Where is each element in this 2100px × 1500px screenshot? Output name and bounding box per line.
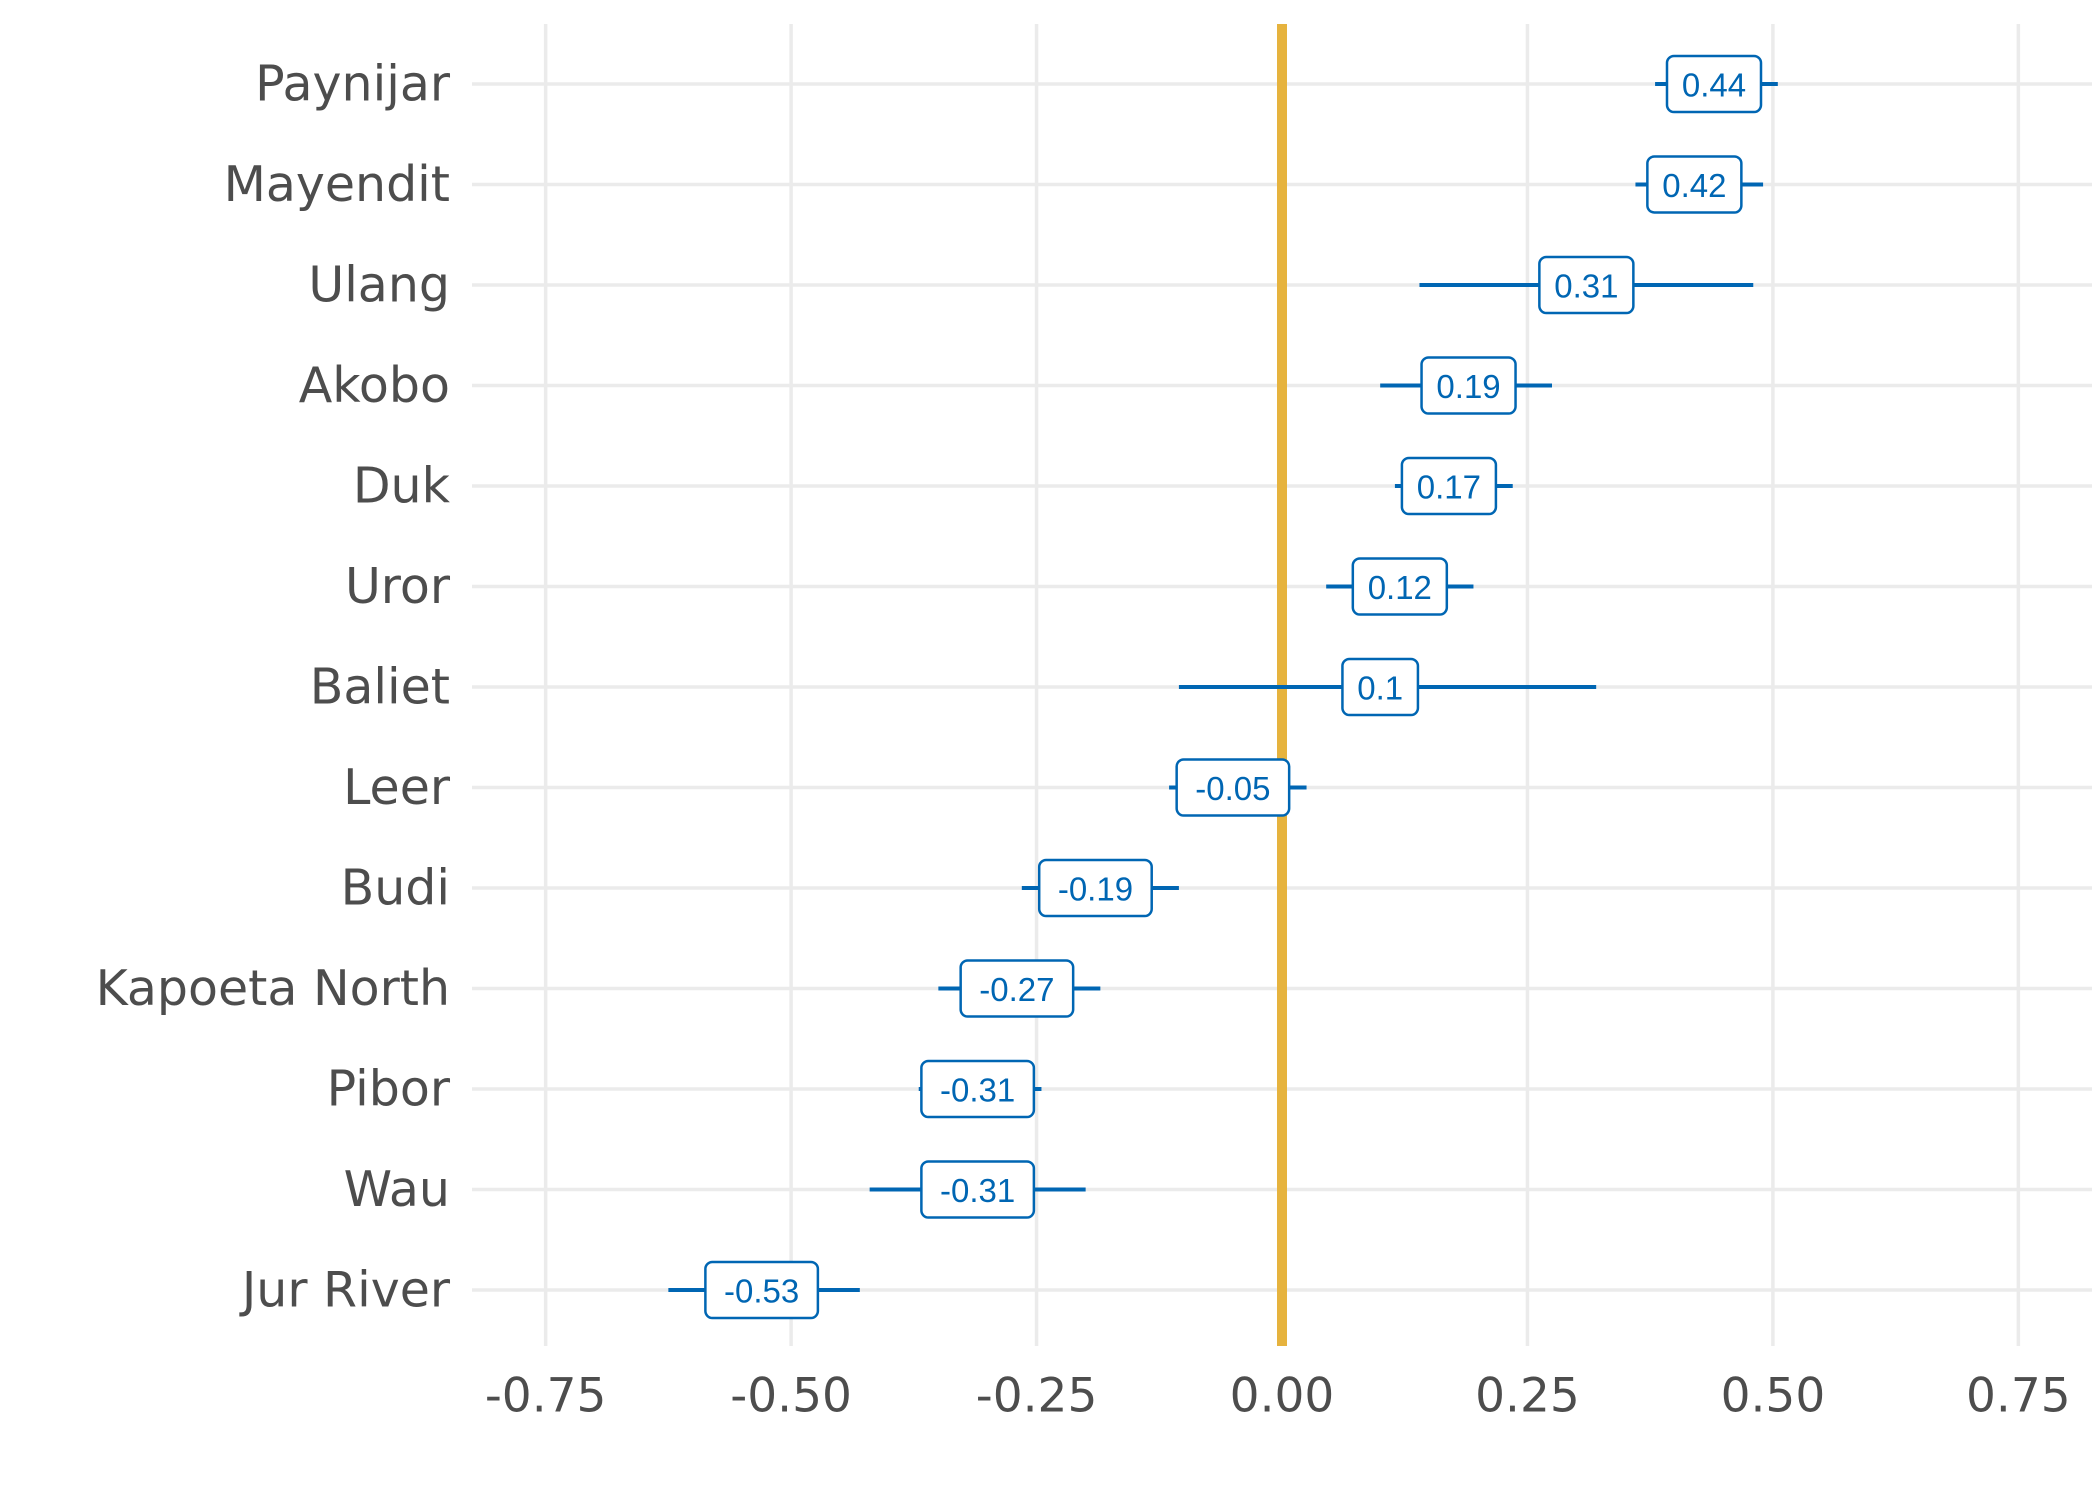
value-label: 0.1 bbox=[1357, 670, 1403, 707]
value-label: -0.53 bbox=[724, 1273, 799, 1310]
value-label-box bbox=[1646, 155, 1743, 214]
category-label: Budi bbox=[341, 860, 450, 917]
category-label: Duk bbox=[353, 458, 451, 515]
value-label: 0.17 bbox=[1417, 469, 1481, 506]
value-label-box bbox=[1351, 557, 1449, 616]
value-label: -0.27 bbox=[979, 971, 1054, 1008]
x-tick-label: 0.25 bbox=[1475, 1369, 1580, 1424]
value-label: -0.31 bbox=[940, 1072, 1015, 1109]
x-tick-label: -0.75 bbox=[485, 1369, 607, 1424]
category-label: Wau bbox=[344, 1161, 450, 1218]
category-label: Kapoeta North bbox=[96, 960, 450, 1017]
category-label: Mayendit bbox=[224, 156, 450, 213]
value-label-box bbox=[920, 1059, 1036, 1119]
value-label-box bbox=[959, 959, 1075, 1018]
x-tick-label: 0.75 bbox=[1966, 1369, 2071, 1424]
value-label: 0.31 bbox=[1554, 268, 1618, 305]
value-label-box bbox=[1175, 758, 1291, 817]
value-label-box bbox=[1400, 456, 1498, 516]
value-label-box bbox=[704, 1260, 820, 1320]
value-label: 0.42 bbox=[1662, 167, 1726, 204]
x-tick-label: 0.00 bbox=[1230, 1369, 1335, 1424]
x-tick-label: -0.25 bbox=[976, 1369, 1098, 1424]
value-label: 0.19 bbox=[1436, 368, 1500, 405]
category-label: Ulang bbox=[308, 257, 450, 314]
category-label: Paynijar bbox=[255, 56, 451, 113]
value-label-box bbox=[1037, 858, 1153, 918]
value-label-box bbox=[1341, 657, 1420, 717]
category-label: Leer bbox=[343, 759, 451, 816]
value-label: 0.12 bbox=[1368, 569, 1432, 606]
x-tick-label: 0.50 bbox=[1721, 1369, 1826, 1424]
category-label: Pibor bbox=[327, 1061, 451, 1118]
value-label: 0.44 bbox=[1682, 67, 1746, 104]
value-label-box bbox=[920, 1160, 1036, 1219]
category-label: Uror bbox=[345, 558, 451, 615]
category-label: Jur River bbox=[239, 1262, 451, 1319]
value-label: -0.31 bbox=[940, 1172, 1015, 1209]
x-tick-label: -0.50 bbox=[730, 1369, 852, 1424]
value-label-box bbox=[1538, 255, 1635, 315]
value-label: -0.05 bbox=[1195, 770, 1270, 807]
category-label: Akobo bbox=[299, 357, 450, 414]
value-label-box bbox=[1420, 356, 1517, 415]
category-label: Baliet bbox=[310, 659, 450, 716]
value-label-box bbox=[1665, 54, 1763, 114]
value-label: -0.19 bbox=[1058, 871, 1133, 908]
